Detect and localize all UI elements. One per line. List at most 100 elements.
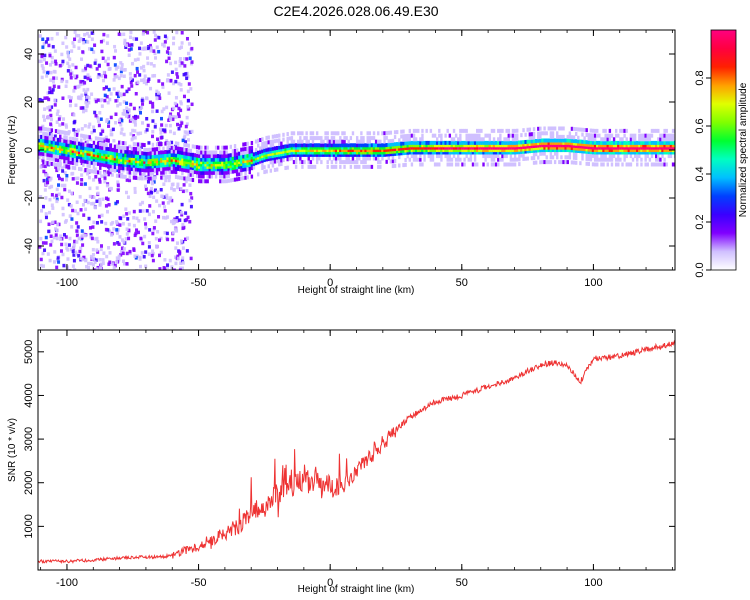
noise-cell bbox=[151, 209, 155, 214]
ridge-cell bbox=[65, 145, 68, 150]
ridge-cell bbox=[200, 170, 203, 175]
ridge-cell bbox=[509, 133, 513, 138]
ridge-cell bbox=[636, 162, 639, 167]
noise-cell bbox=[122, 261, 126, 266]
ridge-cell bbox=[425, 148, 428, 153]
ridge-cell bbox=[315, 156, 319, 161]
noise-cell bbox=[46, 91, 50, 95]
ridge-cell bbox=[105, 163, 108, 168]
ridge-cell bbox=[438, 133, 441, 138]
ridge-cell bbox=[246, 166, 249, 171]
ridge-cell bbox=[71, 153, 75, 158]
ridge-cell bbox=[619, 145, 622, 150]
noise-cell bbox=[79, 182, 83, 186]
ridge-cell bbox=[457, 162, 460, 167]
ridge-cell bbox=[147, 162, 150, 167]
ridge-cell bbox=[292, 131, 296, 136]
noise-cell bbox=[175, 216, 179, 220]
ridge-cell bbox=[210, 167, 214, 172]
ridge-cell bbox=[608, 150, 612, 155]
ridge-cell bbox=[467, 143, 470, 148]
noise-cell bbox=[70, 217, 74, 221]
ridge-cell bbox=[294, 145, 298, 150]
ridge-cell bbox=[187, 162, 190, 167]
ridge-cell bbox=[216, 154, 220, 159]
ridge-cell bbox=[589, 133, 593, 138]
ridge-cell bbox=[530, 148, 534, 153]
ridge-cell bbox=[659, 143, 662, 148]
noise-cell bbox=[91, 252, 95, 257]
ridge-cell bbox=[442, 140, 445, 145]
ridge-cell bbox=[494, 143, 498, 148]
ridge-cell bbox=[107, 163, 110, 168]
ridge-cell bbox=[558, 140, 561, 145]
ridge-cell bbox=[423, 154, 426, 159]
ridge-cell bbox=[574, 144, 578, 148]
ridge-cell bbox=[278, 141, 281, 146]
noise-cell bbox=[162, 205, 166, 209]
ridge-cell bbox=[328, 150, 331, 155]
ridge-cell bbox=[465, 145, 468, 150]
ridge-cell bbox=[509, 154, 513, 159]
ridge-cell bbox=[450, 137, 454, 142]
ridge-cell bbox=[221, 170, 224, 175]
ridge-cell bbox=[461, 150, 464, 155]
noise-cell bbox=[129, 132, 133, 136]
ridge-cell bbox=[332, 143, 336, 148]
ridge-cell bbox=[349, 152, 353, 157]
ridge-cell bbox=[564, 143, 567, 148]
noise-cell bbox=[81, 50, 85, 54]
ridge-cell bbox=[497, 157, 500, 162]
ridge-cell bbox=[330, 145, 334, 150]
ridge-cell bbox=[235, 155, 239, 160]
ridge-cell bbox=[347, 139, 350, 144]
noise-cell bbox=[175, 229, 179, 233]
ridge-cell bbox=[393, 147, 397, 152]
noise-cell bbox=[60, 52, 64, 57]
noise-cell bbox=[170, 186, 174, 191]
noise-cell bbox=[116, 168, 120, 173]
ridge-cell bbox=[657, 150, 660, 155]
ridge-cell bbox=[596, 150, 599, 155]
ridge-cell bbox=[619, 150, 622, 155]
ridge-cell bbox=[629, 150, 633, 155]
ridge-cell bbox=[372, 156, 376, 161]
ridge-cell bbox=[139, 157, 142, 162]
ridge-cell bbox=[440, 133, 443, 138]
ridge-cell bbox=[90, 147, 94, 152]
noise-cell bbox=[130, 78, 134, 82]
ridge-cell bbox=[368, 136, 372, 141]
ridge-cell bbox=[358, 150, 361, 155]
ridge-cell bbox=[248, 160, 251, 165]
ridge-cell bbox=[522, 156, 525, 161]
ridge-cell bbox=[320, 148, 323, 153]
noise-cell bbox=[71, 63, 75, 67]
ridge-cell bbox=[92, 150, 96, 155]
noise-cell bbox=[190, 196, 194, 200]
ridge-cell bbox=[99, 170, 102, 175]
ridge-cell bbox=[229, 156, 233, 161]
ridge-cell bbox=[63, 149, 66, 154]
ridge-cell bbox=[457, 145, 460, 150]
ridge-cell bbox=[275, 138, 279, 143]
ridge-cell bbox=[259, 157, 262, 162]
ridge-cell bbox=[372, 148, 376, 153]
ridge-cell bbox=[516, 137, 519, 142]
spectrogram-y-tick-label: -20 bbox=[23, 190, 35, 206]
ridge-cell bbox=[419, 148, 422, 153]
ridge-cell bbox=[153, 159, 157, 164]
ridge-cell bbox=[452, 150, 456, 155]
noise-cell bbox=[151, 119, 155, 123]
ridge-cell bbox=[96, 161, 100, 166]
ridge-cell bbox=[99, 165, 102, 170]
snr-y-axis-label: SNR (10 * v/v) bbox=[7, 418, 18, 482]
noise-cell bbox=[148, 204, 152, 208]
ridge-cell bbox=[183, 154, 186, 159]
ridge-cell bbox=[130, 163, 134, 168]
ridge-cell bbox=[303, 143, 306, 148]
ridge-cell bbox=[315, 152, 319, 157]
noise-cell bbox=[155, 199, 159, 203]
ridge-cell bbox=[353, 143, 357, 148]
ridge-cell bbox=[454, 143, 458, 148]
ridge-cell bbox=[486, 150, 489, 155]
